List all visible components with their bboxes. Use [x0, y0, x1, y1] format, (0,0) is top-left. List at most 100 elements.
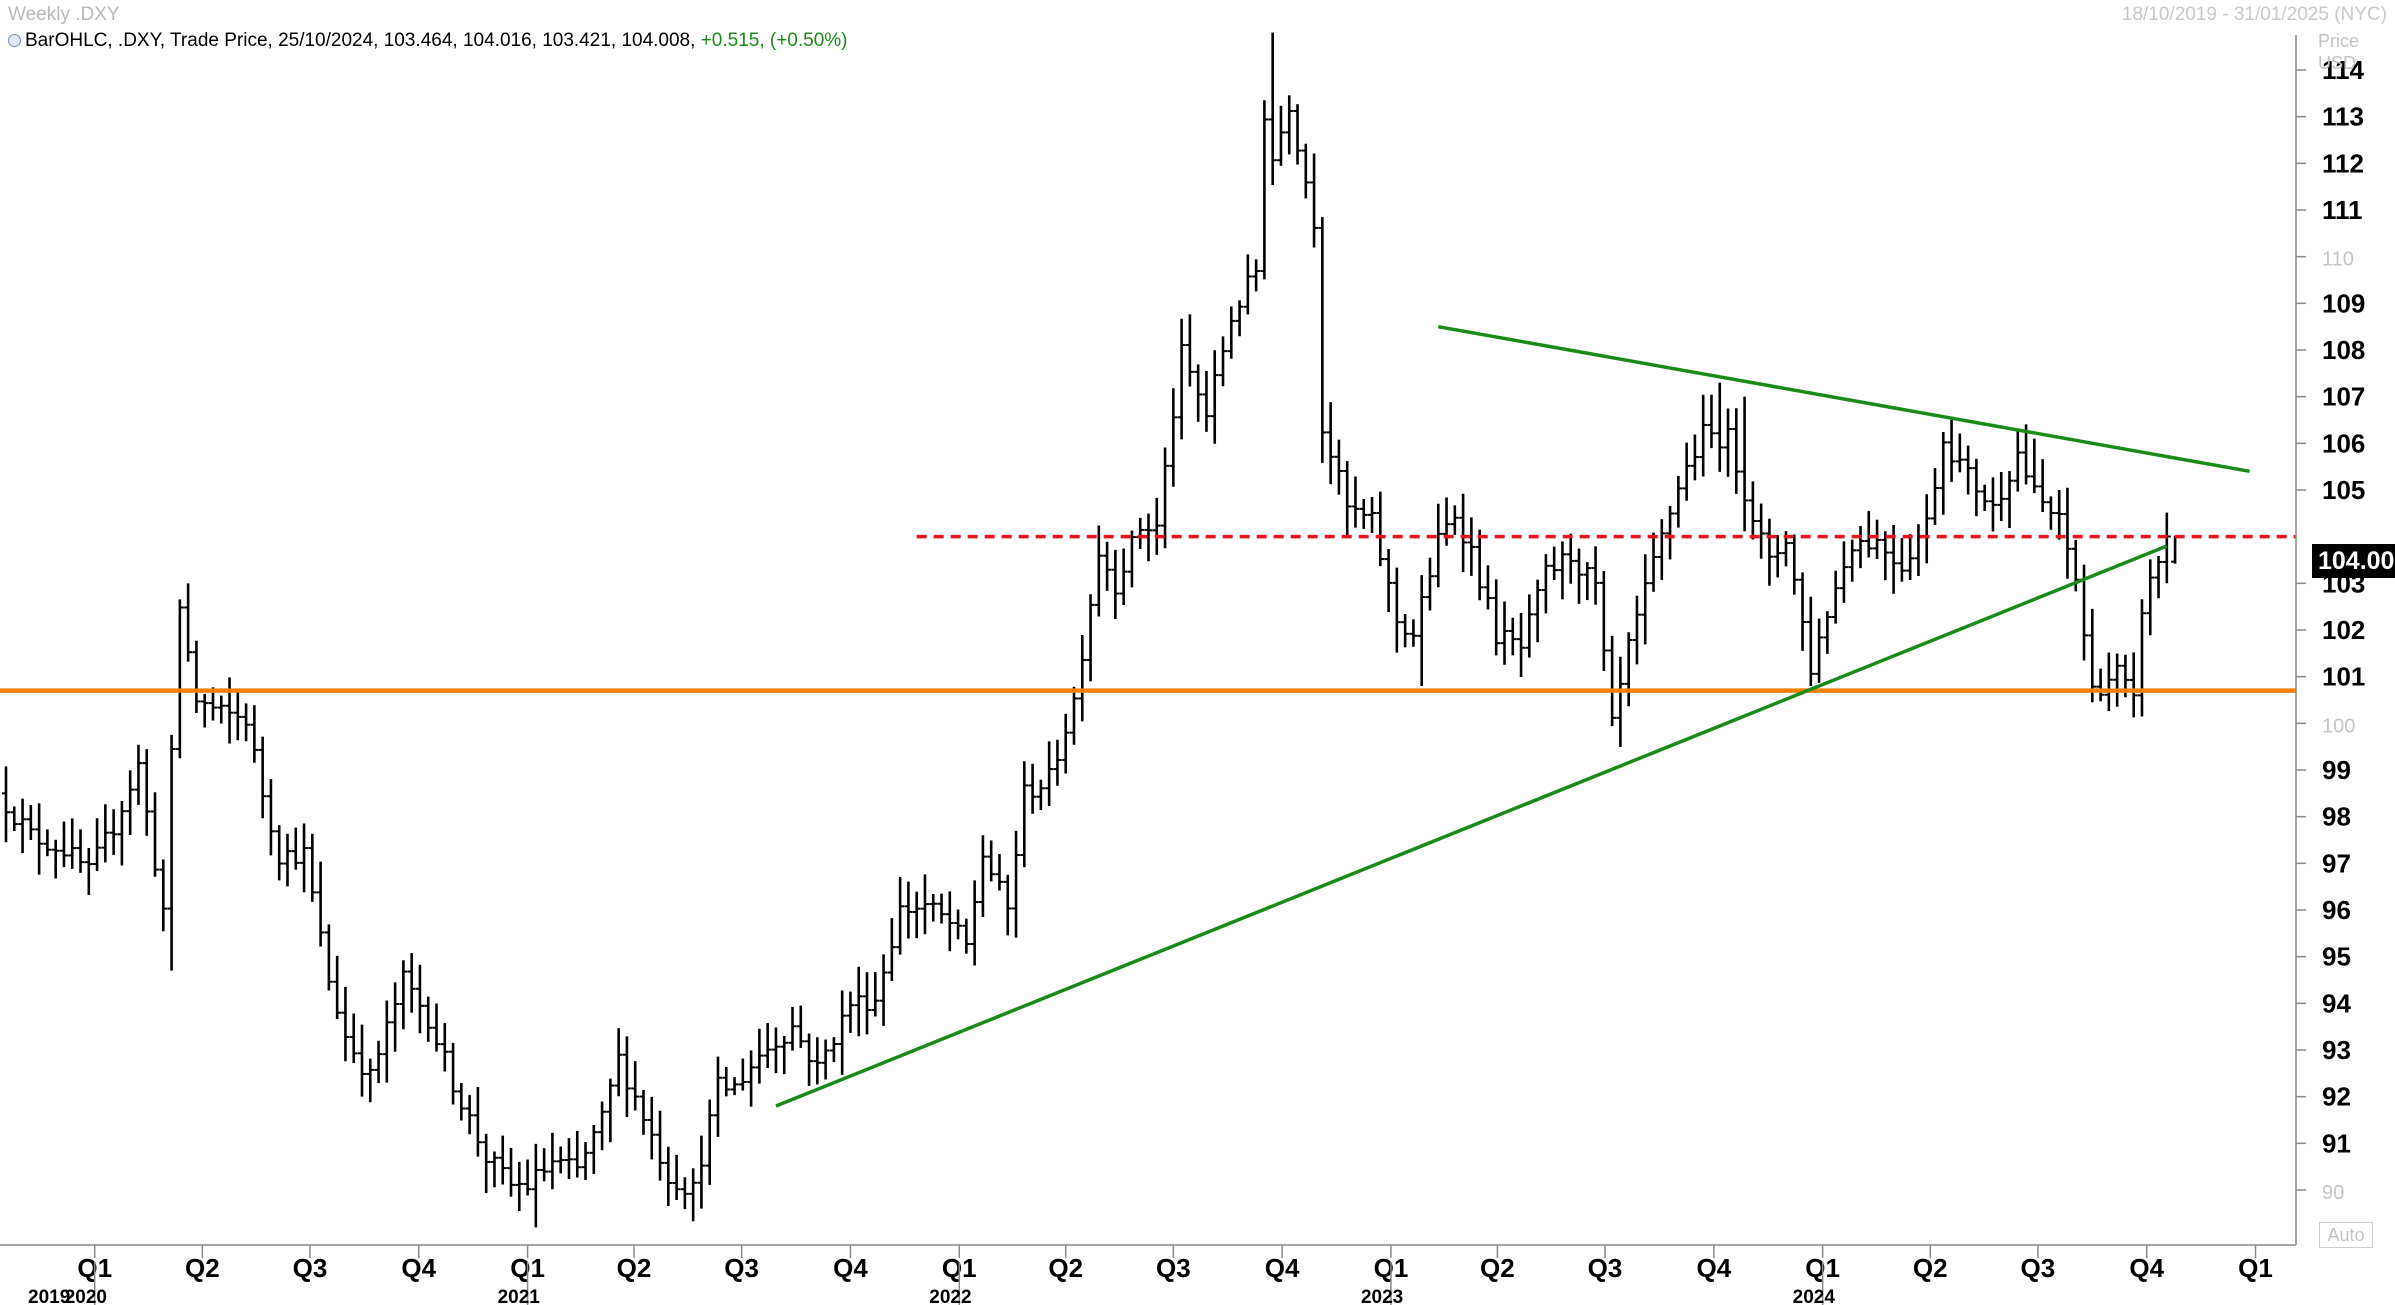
ohlc-bar: [1748, 481, 1757, 540]
ohlc-bar: [556, 1146, 565, 1174]
ohlc-bar: [962, 918, 971, 954]
ohlc-bar: [705, 1099, 714, 1186]
price-tick-label: 91: [2322, 1128, 2351, 1158]
ohlc-bar: [1028, 763, 1037, 814]
ohlc-bar: [515, 1161, 524, 1212]
ohlc-bar: [763, 1023, 772, 1069]
ohlc-bar: [84, 847, 93, 895]
last-price-tag: 104.008: [2312, 544, 2395, 578]
price-tick-label: 109: [2322, 288, 2365, 318]
ohlc-bar: [1616, 656, 1625, 748]
ohlc-bar: [250, 705, 259, 763]
price-tick-label: 102: [2322, 615, 2365, 645]
ohlc-bar: [2, 766, 10, 843]
ohlc-bar: [1541, 554, 1550, 614]
ohlc-bar: [1227, 306, 1236, 359]
ohlc-bar: [101, 804, 110, 863]
ohlc-bar: [1906, 534, 1915, 580]
ohlc-bar: [2104, 652, 2113, 712]
price-tick-label: 90: [2322, 1182, 2344, 1204]
ohlc-bar: [606, 1078, 615, 1143]
ohlc-bar: [722, 1066, 731, 1097]
ohlc-bar: [887, 918, 896, 981]
price-tick-label: 108: [2322, 335, 2365, 365]
ohlc-bar: [2113, 653, 2122, 707]
ohlc-bar: [1459, 493, 1468, 573]
ohlc-bar: [920, 874, 929, 935]
ohlc-bar: [1260, 100, 1269, 280]
ohlc-bar: [978, 835, 987, 918]
ohlc-bar: [18, 798, 27, 854]
ohlc-bar: [622, 1036, 631, 1118]
ohlc-bar: [1873, 519, 1882, 560]
ohlc-bar: [1417, 575, 1426, 686]
quarter-label: Q2: [1048, 1253, 1083, 1283]
ohlc-bar: [175, 599, 184, 759]
ohlc-bar: [564, 1138, 573, 1180]
ohlc-bar: [490, 1151, 499, 1188]
trendline[interactable]: [775, 544, 2168, 1108]
price-tick-label: 111: [2322, 195, 2363, 225]
ohlc-bar: [1301, 143, 1310, 199]
ohlc-bar: [589, 1125, 598, 1174]
ohlc-bar: [1450, 505, 1459, 535]
ohlc-bar: [540, 1148, 549, 1182]
ohlc-bar: [954, 909, 963, 940]
ohlc-bar: [1517, 612, 1526, 677]
annotation-lines: [0, 324, 2296, 1108]
ohlc-bar: [829, 1037, 838, 1063]
ohlc-bar: [1939, 431, 1948, 515]
ohlc-bar: [1368, 496, 1377, 533]
ohlc-bar: [1467, 517, 1476, 576]
ohlc-bar: [68, 818, 77, 869]
price-tick-label: 101: [2322, 662, 2365, 692]
price-tick-label: 98: [2322, 802, 2351, 832]
ohlc-bar: [1806, 596, 1815, 687]
quarter-label: Q4: [1696, 1253, 1731, 1283]
price-tick-label: 114: [2322, 55, 2364, 85]
ohlc-bar: [1931, 468, 1940, 525]
ohlc-bar: [755, 1028, 764, 1084]
ohlc-bar: [1815, 618, 1824, 683]
price-tick-label: 97: [2322, 848, 2351, 878]
ohlc-bar: [2154, 556, 2163, 599]
ohlc-bar: [1533, 579, 1542, 643]
ohlc-bar: [929, 894, 938, 922]
ohlc-bar: [1657, 519, 1666, 580]
ohlc-bar: [1053, 739, 1062, 786]
ohlc-bar: [2146, 559, 2155, 636]
ohlc-bar: [1988, 477, 1997, 532]
ohlc-bar: [424, 996, 433, 1042]
ohlc-bar: [457, 1082, 466, 1121]
quarter-label: Q4: [833, 1253, 868, 1283]
ohlc-bar: [300, 823, 309, 893]
quarter-label: Q2: [1913, 1253, 1948, 1283]
ohlc-bar: [1831, 570, 1840, 624]
ohlc-bar: [937, 893, 946, 924]
trendline[interactable]: [1437, 324, 2250, 474]
series-icon[interactable]: [8, 34, 21, 48]
ohlc-bar: [1914, 524, 1923, 576]
ohlc-bar: [771, 1027, 780, 1074]
ohlc-bar: [1359, 499, 1368, 529]
ohlc-bar: [59, 821, 68, 868]
ohlc-bar: [324, 924, 333, 991]
ohlc-bar: [200, 693, 209, 728]
ohlc-bar: [258, 736, 267, 819]
ohlc-bar: [134, 744, 143, 805]
ohlc-bar: [896, 876, 905, 955]
auto-scale-button[interactable]: Auto: [2319, 1222, 2373, 1248]
ohlc-bar: [242, 703, 251, 742]
ohlc-bar: [796, 1005, 805, 1048]
ohlc-bar: [225, 677, 234, 744]
price-tick-label: 112: [2322, 148, 2364, 178]
quarter-label: Q4: [401, 1253, 436, 1283]
ohlc-bar: [1508, 617, 1517, 656]
ohlc-bar: [308, 833, 317, 902]
ohlc-bar: [548, 1132, 557, 1190]
ohlc-bar: [1318, 217, 1327, 463]
year-label: 2020: [65, 1287, 107, 1305]
price-tick-label: 92: [2322, 1082, 2351, 1112]
ohlc-bar: [1897, 538, 1906, 582]
